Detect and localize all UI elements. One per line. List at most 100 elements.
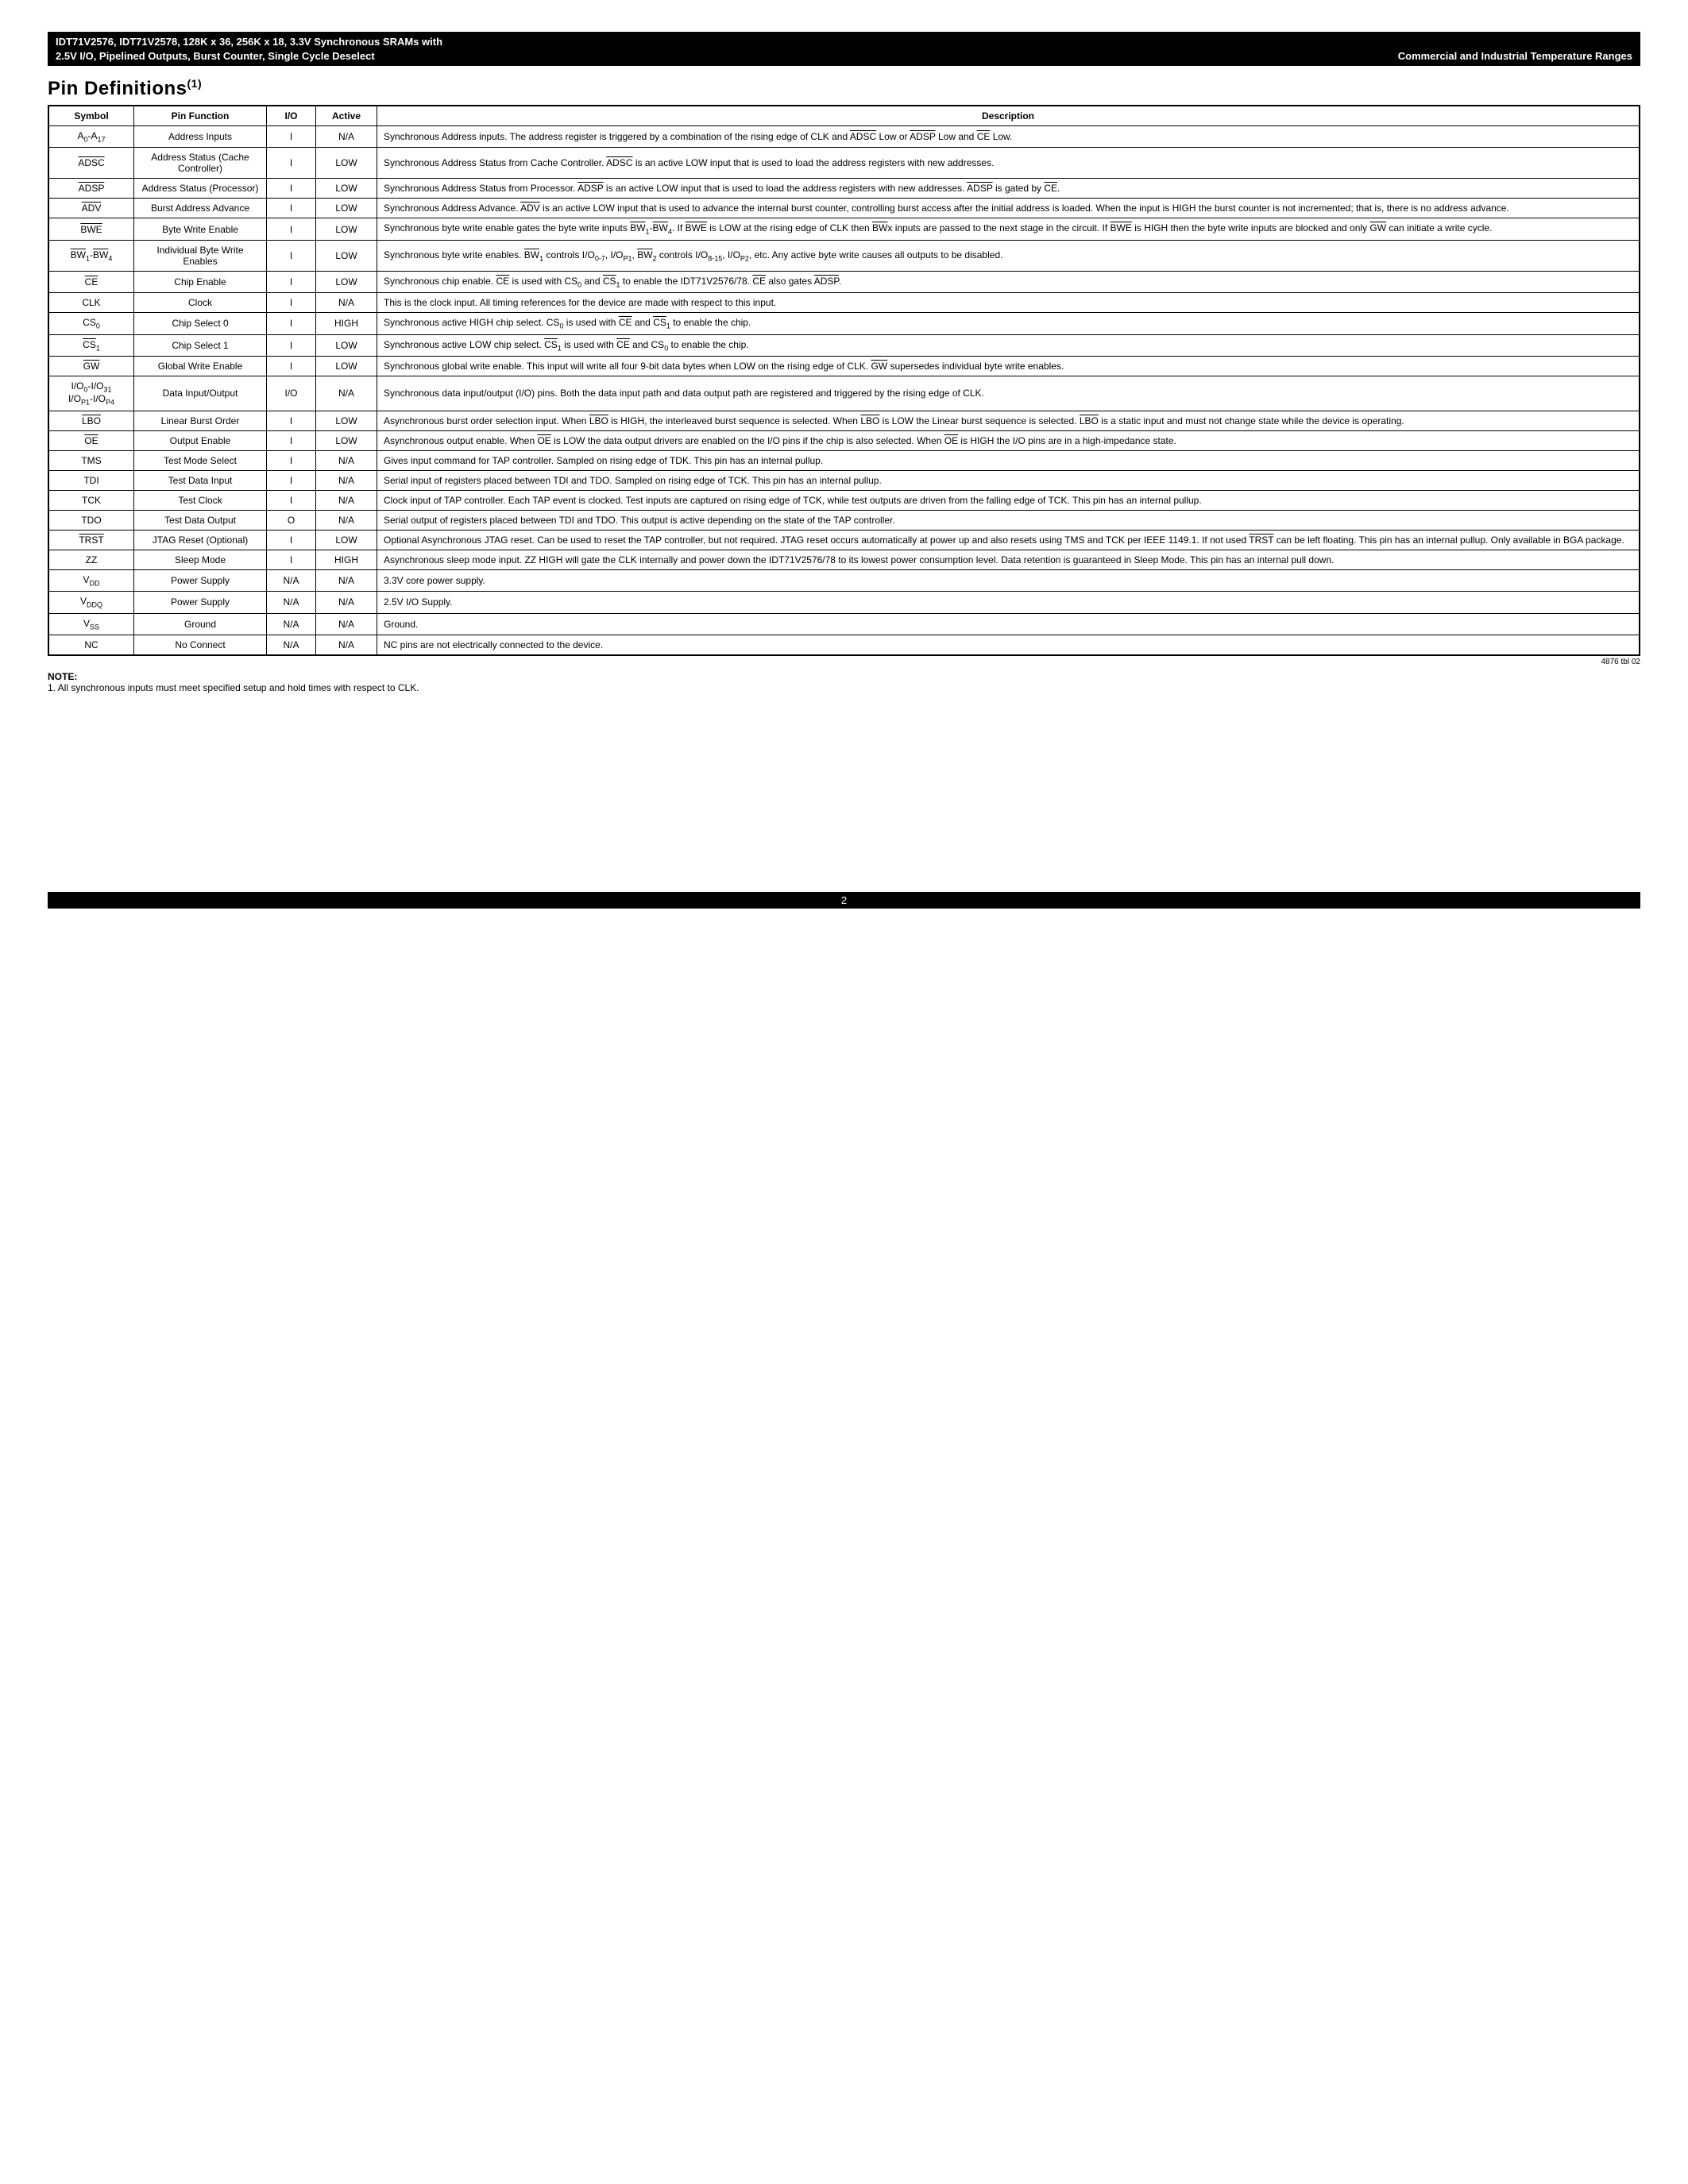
cell-func: Individual Byte Write Enables — [134, 240, 267, 271]
cell-io: I — [267, 271, 316, 292]
table-row: CEChip EnableILOWSynchronous chip enable… — [48, 271, 1640, 292]
cell-func: Address Status (Cache Controller) — [134, 148, 267, 179]
cell-desc: Asynchronous sleep mode input. ZZ HIGH w… — [377, 550, 1640, 569]
table-row: TMSTest Mode SelectIN/AGives input comma… — [48, 450, 1640, 470]
reference-code: 4876 tbl 02 — [48, 658, 1640, 666]
cell-io: I — [267, 313, 316, 334]
cell-symbol: CS0 — [48, 313, 134, 334]
table-row: GWGlobal Write EnableILOWSynchronous glo… — [48, 357, 1640, 376]
cell-active: N/A — [316, 450, 377, 470]
cell-active: LOW — [316, 357, 377, 376]
cell-func: Global Write Enable — [134, 357, 267, 376]
cell-io: N/A — [267, 635, 316, 656]
cell-active: N/A — [316, 126, 377, 148]
cell-active: LOW — [316, 530, 377, 550]
cell-func: Clock — [134, 293, 267, 313]
cell-active: LOW — [316, 179, 377, 199]
col-header-io: I/O — [267, 106, 316, 126]
cell-symbol: ADSC — [48, 148, 134, 179]
cell-func: Test Clock — [134, 490, 267, 510]
cell-io: I — [267, 199, 316, 218]
cell-active: LOW — [316, 218, 377, 240]
cell-func: Power Supply — [134, 592, 267, 613]
cell-symbol: TRST — [48, 530, 134, 550]
cell-desc: Clock input of TAP controller. Each TAP … — [377, 490, 1640, 510]
cell-symbol: VDD — [48, 569, 134, 591]
cell-active: N/A — [316, 470, 377, 490]
cell-desc: Serial output of registers placed betwee… — [377, 510, 1640, 530]
cell-io: N/A — [267, 592, 316, 613]
note-text: 1. All synchronous inputs must meet spec… — [48, 682, 419, 693]
table-row: ADSCAddress Status (Cache Controller)ILO… — [48, 148, 1640, 179]
table-row: I/O0-I/O31I/OP1-I/OP4Data Input/OutputI/… — [48, 376, 1640, 411]
cell-io: N/A — [267, 613, 316, 635]
footer-page-number: 2 — [48, 892, 1640, 909]
table-row: BW1-BW4Individual Byte Write EnablesILOW… — [48, 240, 1640, 271]
cell-active: N/A — [316, 613, 377, 635]
table-row: CS0Chip Select 0IHIGHSynchronous active … — [48, 313, 1640, 334]
cell-active: LOW — [316, 148, 377, 179]
cell-io: I — [267, 470, 316, 490]
cell-io: I — [267, 411, 316, 430]
table-row: CS1Chip Select 1ILOWSynchronous active L… — [48, 334, 1640, 356]
col-header-active: Active — [316, 106, 377, 126]
cell-func: No Connect — [134, 635, 267, 656]
cell-io: I — [267, 148, 316, 179]
table-row: NCNo ConnectN/AN/ANC pins are not electr… — [48, 635, 1640, 656]
cell-symbol: ZZ — [48, 550, 134, 569]
cell-symbol: OE — [48, 430, 134, 450]
cell-symbol: VDDQ — [48, 592, 134, 613]
table-row: VDDPower SupplyN/AN/A3.3V core power sup… — [48, 569, 1640, 591]
cell-active: LOW — [316, 334, 377, 356]
table-header-row: Symbol Pin Function I/O Active Descripti… — [48, 106, 1640, 126]
cell-desc: 3.3V core power supply. — [377, 569, 1640, 591]
col-header-func: Pin Function — [134, 106, 267, 126]
note-label: NOTE: — [48, 671, 77, 682]
cell-desc: Gives input command for TAP controller. … — [377, 450, 1640, 470]
cell-symbol: I/O0-I/O31I/OP1-I/OP4 — [48, 376, 134, 411]
table-row: LBOLinear Burst OrderILOWAsynchronous bu… — [48, 411, 1640, 430]
cell-active: N/A — [316, 293, 377, 313]
cell-desc: Synchronous Address Advance. ADV is an a… — [377, 199, 1640, 218]
cell-desc: This is the clock input. All timing refe… — [377, 293, 1640, 313]
cell-desc: Synchronous global write enable. This in… — [377, 357, 1640, 376]
cell-symbol: A0-A17 — [48, 126, 134, 148]
cell-active: HIGH — [316, 550, 377, 569]
table-row: ADVBurst Address AdvanceILOWSynchronous … — [48, 199, 1640, 218]
cell-func: Power Supply — [134, 569, 267, 591]
cell-desc: Optional Asynchronous JTAG reset. Can be… — [377, 530, 1640, 550]
cell-desc: Synchronous byte write enable gates the … — [377, 218, 1640, 240]
table-row: ADSPAddress Status (Processor)ILOWSynchr… — [48, 179, 1640, 199]
table-row: VDDQPower SupplyN/AN/A2.5V I/O Supply. — [48, 592, 1640, 613]
cell-active: LOW — [316, 411, 377, 430]
col-header-desc: Description — [377, 106, 1640, 126]
cell-desc: Ground. — [377, 613, 1640, 635]
cell-io: I — [267, 126, 316, 148]
cell-func: Burst Address Advance — [134, 199, 267, 218]
header-bar: IDT71V2576, IDT71V2578, 128K x 36, 256K … — [48, 32, 1640, 66]
cell-func: Address Inputs — [134, 126, 267, 148]
cell-symbol: BWE — [48, 218, 134, 240]
cell-func: Test Data Input — [134, 470, 267, 490]
cell-symbol: TDO — [48, 510, 134, 530]
cell-func: Test Data Output — [134, 510, 267, 530]
cell-io: I — [267, 218, 316, 240]
cell-func: Chip Select 0 — [134, 313, 267, 334]
cell-active: LOW — [316, 240, 377, 271]
cell-symbol: NC — [48, 635, 134, 656]
cell-func: Output Enable — [134, 430, 267, 450]
table-row: TDOTest Data OutputON/ASerial output of … — [48, 510, 1640, 530]
header-line-1: IDT71V2576, IDT71V2578, 128K x 36, 256K … — [56, 35, 1632, 49]
cell-active: LOW — [316, 430, 377, 450]
cell-symbol: ADSP — [48, 179, 134, 199]
cell-symbol: TDI — [48, 470, 134, 490]
section-title-text: Pin Definitions — [48, 78, 187, 99]
cell-symbol: GW — [48, 357, 134, 376]
cell-io: I — [267, 357, 316, 376]
note-block: NOTE: 1. All synchronous inputs must mee… — [48, 671, 1640, 693]
cell-io: O — [267, 510, 316, 530]
cell-symbol: TCK — [48, 490, 134, 510]
cell-active: N/A — [316, 510, 377, 530]
cell-io: I — [267, 293, 316, 313]
cell-desc: Asynchronous burst order selection input… — [377, 411, 1640, 430]
